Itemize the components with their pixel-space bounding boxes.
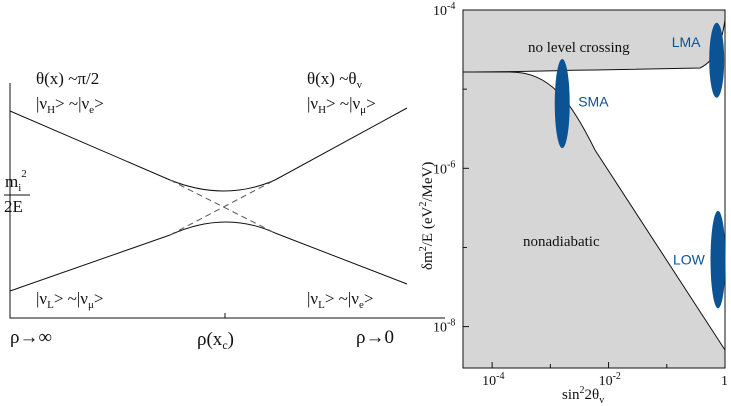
- right-plot-frame: [462, 9, 726, 369]
- annotation-bottom-left: |νL> ~|νμ>: [36, 289, 103, 311]
- series-line-upper-right: [274, 107, 408, 181]
- x-tick-label-left: ρ→∞: [10, 327, 52, 348]
- x-tick-label: 1: [721, 374, 728, 389]
- solution-label-lma: LMA: [672, 34, 701, 50]
- left-ylabel-top: mi2: [5, 168, 27, 194]
- y-axis-label: δm2/E (eV2/MeV): [418, 162, 436, 270]
- solution-region-lma: [709, 22, 725, 98]
- left-ylabel-bottom: 2E: [4, 197, 23, 216]
- region-label-bottom: nonadiabatic: [523, 234, 600, 250]
- y-tick-label: 10-8: [433, 318, 455, 336]
- x-tick-label: 10-4: [482, 371, 504, 389]
- y-tick-label: 10-6: [433, 159, 455, 177]
- level-crossing-chart: mi2 2E θ(x) ~π/2 |νH> ~|νe> θ(x) ~θv |νH…: [4, 69, 445, 352]
- y-tick-label: 10-4: [433, 1, 455, 19]
- left-axis-frame: [9, 83, 445, 319]
- msw-chart: SMA LMA LOW no level crossing nonadiabatic…: [418, 1, 728, 406]
- series-line-lower-right: [274, 232, 408, 285]
- x-tick-label: 10-2: [599, 371, 621, 389]
- annotation-top-left-2: |νH> ~|νe>: [36, 94, 104, 116]
- region-nonadiabatic: [463, 72, 725, 368]
- annotation-top-right-2: |νH> ~|νμ>: [307, 94, 376, 116]
- annotation-top-left-1: θ(x) ~π/2: [36, 69, 99, 88]
- series-line-lower-left: [9, 234, 171, 292]
- x-axis-label: sin22θv: [562, 385, 604, 406]
- solution-regions: SMA LMA LOW: [554, 22, 726, 309]
- solution-label-low: LOW: [673, 252, 706, 268]
- annotation-bottom-right: |νL> ~|νe>: [307, 289, 373, 311]
- series-curve-lower: [169, 221, 276, 236]
- x-tick-label-center: ρ(xc): [197, 329, 234, 352]
- region-no-level-crossing: [463, 10, 725, 72]
- x-axis-ticks: 10-4 10-2 1: [482, 362, 728, 389]
- y-axis-ticks: 10-4 10-6 10-8: [433, 1, 469, 336]
- solution-label-sma: SMA: [578, 94, 609, 110]
- x-tick-label-right: ρ→0: [356, 327, 394, 348]
- region-label-top: no level crossing: [528, 40, 630, 56]
- annotation-top-right-1: θ(x) ~θv: [307, 69, 363, 91]
- series-curve-upper: [169, 179, 276, 192]
- solution-region-sma: [554, 59, 570, 149]
- series-line-upper-left: [9, 110, 171, 181]
- solution-region-low: [710, 210, 726, 309]
